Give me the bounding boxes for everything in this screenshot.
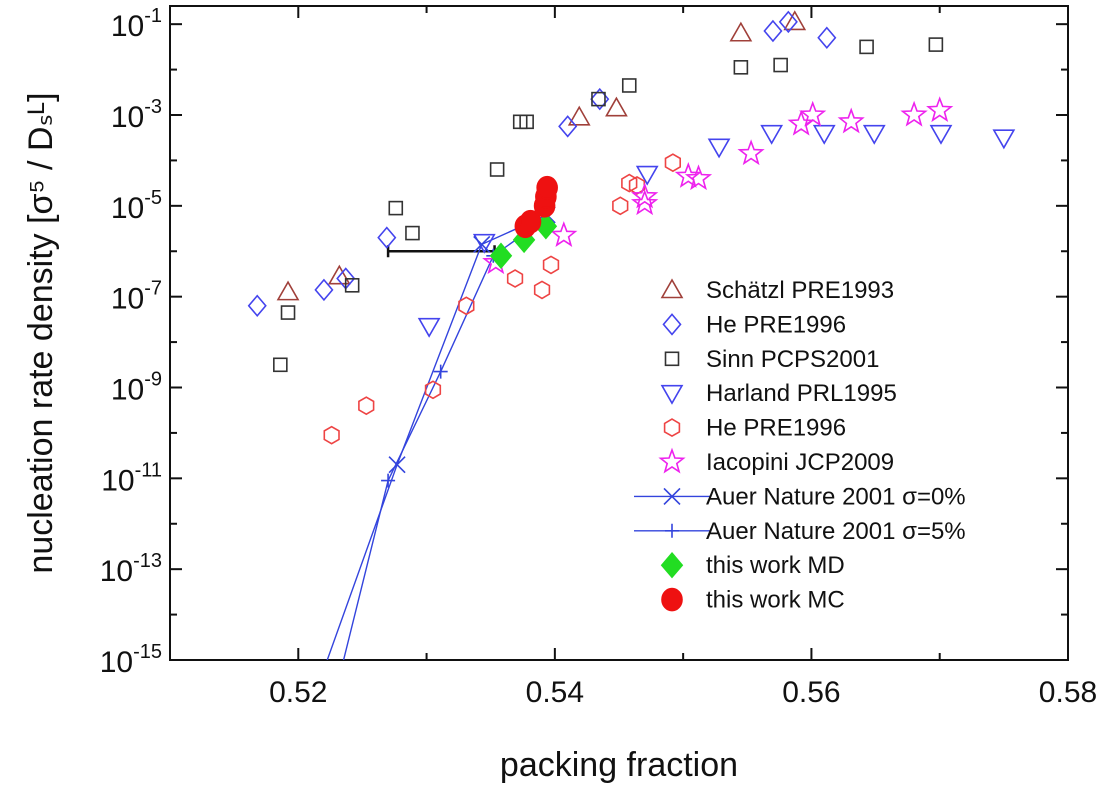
data-point-series-1 (764, 21, 781, 41)
data-point-series-0 (731, 23, 751, 41)
data-point-series-2 (406, 227, 419, 240)
legend-label-2: Sinn PCPS2001 (706, 346, 879, 373)
data-point-series-7 (434, 365, 448, 379)
legend-marker-1 (664, 314, 681, 334)
legend-label-4: He PRE1996 (706, 415, 846, 442)
y-tick-label: 10-9 (111, 369, 162, 407)
data-point-series-3 (931, 126, 951, 144)
data-point-series-4 (324, 427, 339, 444)
legend-label-0: Schätzl PRE1993 (706, 277, 894, 304)
data-point-series-1 (559, 116, 576, 136)
legend-marker-8 (662, 553, 682, 577)
data-point-series-3 (637, 167, 657, 185)
data-point-series-3 (864, 126, 884, 144)
legend-marker-3 (662, 386, 682, 404)
legend-marker-0 (662, 280, 682, 298)
legend-marker-5 (661, 450, 684, 472)
data-point-series-4 (508, 270, 523, 287)
data-point-series-4 (544, 256, 559, 273)
data-point-series-1 (378, 228, 395, 248)
data-point-series-2 (860, 40, 873, 53)
legend-label-6: Auer Nature 2001 σ=0% (706, 483, 966, 510)
data-point-series-4 (359, 397, 374, 414)
x-axis-title: packing fraction (500, 746, 738, 784)
legend-label-8: this work MD (706, 552, 845, 579)
data-point-series-5 (801, 103, 824, 125)
data-point-series-4 (535, 281, 550, 298)
y-tick-label: 10-1 (111, 5, 162, 43)
legend-label-9: this work MC (706, 587, 845, 614)
data-point-series-4 (666, 154, 681, 171)
data-point-series-2 (592, 93, 605, 106)
data-point-series-3 (994, 130, 1014, 148)
data-point-series-2 (274, 358, 287, 371)
data-point-series-1 (818, 28, 835, 48)
data-point-series-2 (929, 38, 942, 51)
data-point-series-1 (249, 296, 266, 316)
legend: Schätzl PRE1993 He PRE1996 Sinn PCPS2001 Ha… (634, 277, 966, 614)
data-point-series-5 (903, 103, 926, 125)
data-point-series-2 (734, 61, 747, 74)
legend-label-5: Iacopini JCP2009 (706, 449, 894, 476)
x-tick-label: 0.54 (526, 676, 584, 709)
x-tick-label: 0.56 (782, 676, 840, 709)
legend-label-1: He PRE1996 (706, 311, 846, 338)
data-point-series-2 (491, 163, 504, 176)
data-point-series-2 (282, 306, 295, 319)
data-point-series-3 (762, 126, 782, 144)
data-point-series-2 (623, 79, 636, 92)
y-tick-label: 10-5 (111, 187, 162, 225)
data-point-series-3 (814, 126, 834, 144)
y-tick-label: 10-15 (100, 641, 162, 679)
legend-label-3: Harland PRL1995 (706, 380, 897, 407)
data-point-series-3 (419, 319, 439, 337)
data-point-series-5 (740, 142, 763, 164)
data-point-series-0 (606, 98, 626, 116)
data-point-series-5 (928, 99, 951, 121)
x-tick-label: 0.58 (1039, 676, 1097, 709)
y-tick-label: 10-13 (100, 550, 162, 588)
data-point-series-5 (840, 110, 863, 132)
y-tick-label: 10-11 (101, 459, 162, 497)
data-point-series-6 (389, 457, 405, 473)
data-point-series-0 (278, 282, 298, 300)
data-point-series-4 (613, 197, 628, 214)
data-point-series-3 (709, 139, 729, 157)
y-axis-title: nucleation rate density [σ⁵ / Dₛᴸ] (22, 92, 60, 573)
series-points (249, 12, 1014, 488)
x-tick-label: 0.52 (269, 676, 327, 709)
legend-marker-2 (666, 352, 679, 365)
data-point-series-4 (459, 297, 474, 314)
data-point-series-4 (426, 381, 441, 398)
axes: 0.52 0.54 0.56 0.58 10-1 10-3 10-5 10-7 10-9 10-1… (100, 5, 1097, 709)
legend-marker-7 (665, 524, 679, 538)
series-line-7 (337, 220, 545, 688)
y-tick-label: 10-7 (111, 278, 162, 316)
data-point-series-2 (774, 59, 787, 72)
legend-marker-9 (662, 589, 682, 611)
legend-marker-4 (665, 419, 680, 436)
legend-label-7: Auer Nature 2001 σ=5% (706, 518, 966, 545)
data-point-series-2 (389, 202, 402, 215)
y-tick-label: 10-3 (111, 96, 162, 134)
data-point-series-9 (537, 177, 557, 199)
